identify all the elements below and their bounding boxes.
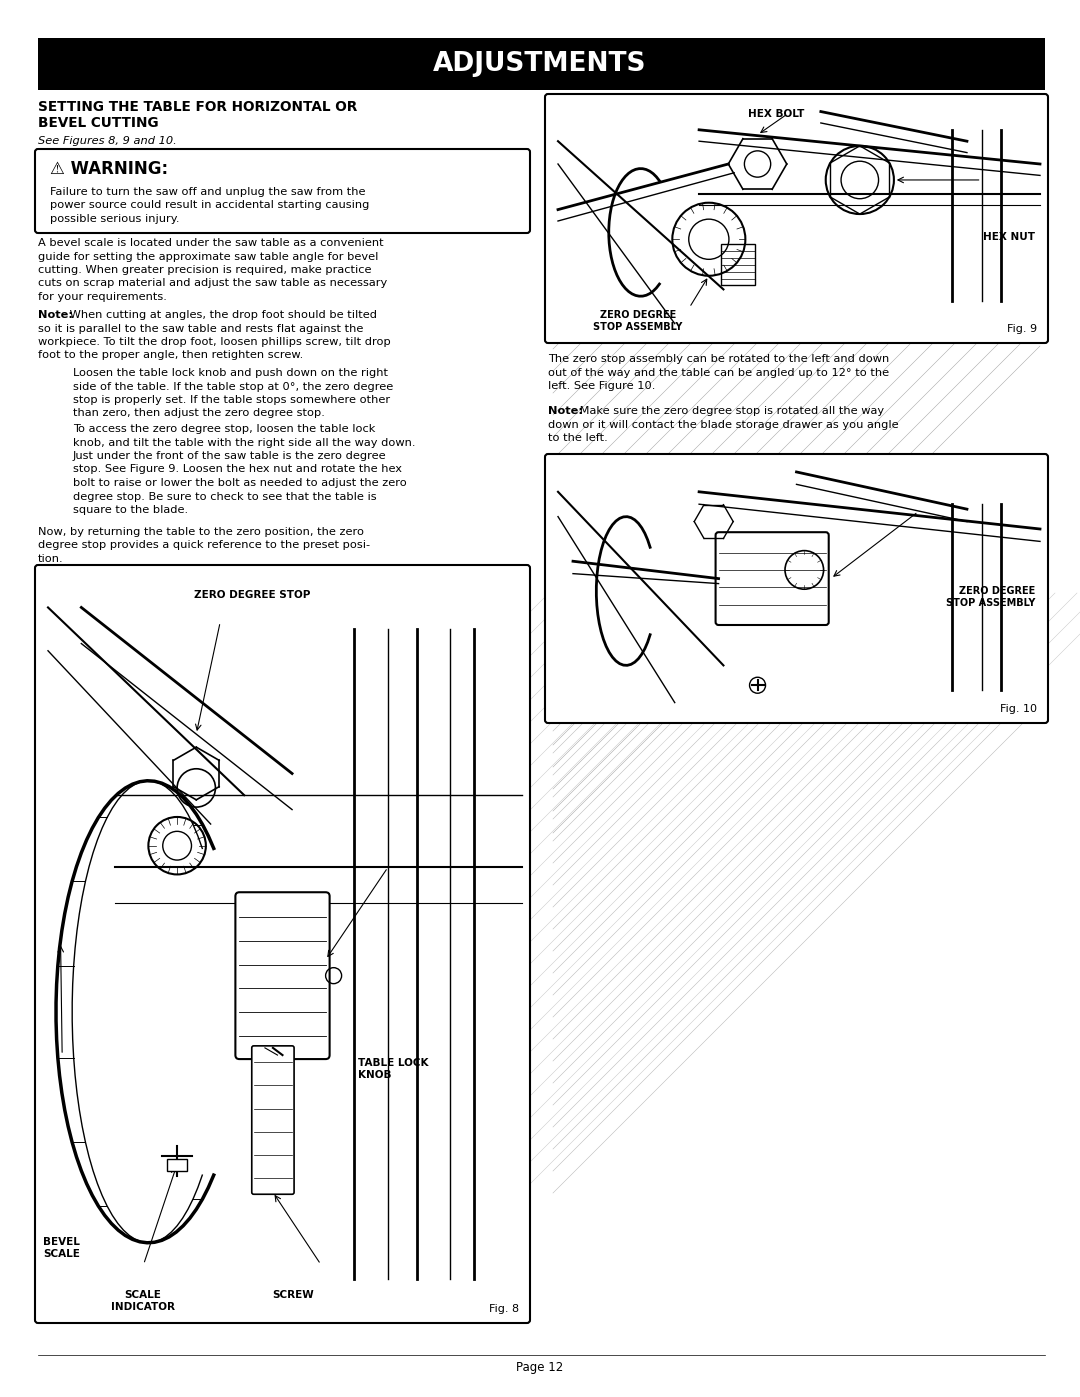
FancyBboxPatch shape <box>545 94 1048 344</box>
Text: stop is properly set. If the table stops somewhere other: stop is properly set. If the table stops… <box>73 395 390 405</box>
FancyBboxPatch shape <box>35 149 530 233</box>
Text: down or it will contact the blade storage drawer as you angle: down or it will contact the blade storag… <box>548 419 899 429</box>
Text: possible serious injury.: possible serious injury. <box>50 214 179 224</box>
FancyBboxPatch shape <box>252 1046 294 1194</box>
Bar <box>38 38 1045 89</box>
Text: for your requirements.: for your requirements. <box>38 292 167 302</box>
Text: Failure to turn the saw off and unplug the saw from the: Failure to turn the saw off and unplug t… <box>50 187 365 197</box>
Text: power source could result in accidental starting causing: power source could result in accidental … <box>50 201 369 211</box>
Text: Note:: Note: <box>38 310 73 320</box>
Text: A bevel scale is located under the saw table as a convenient: A bevel scale is located under the saw t… <box>38 237 383 249</box>
Text: foot to the proper angle, then retighten screw.: foot to the proper angle, then retighten… <box>38 351 303 360</box>
Text: stop. See Figure 9. Loosen the hex nut and rotate the hex: stop. See Figure 9. Loosen the hex nut a… <box>73 464 402 475</box>
Text: knob, and tilt the table with the right side all the way down.: knob, and tilt the table with the right … <box>73 437 416 447</box>
Text: HEX BOLT: HEX BOLT <box>748 109 805 119</box>
Text: Fig. 9: Fig. 9 <box>1007 324 1037 334</box>
Text: workpiece. To tilt the drop foot, loosen phillips screw, tilt drop: workpiece. To tilt the drop foot, loosen… <box>38 337 391 346</box>
Bar <box>167 1160 187 1171</box>
Text: ZERO DEGREE
STOP ASSEMBLY: ZERO DEGREE STOP ASSEMBLY <box>593 310 683 331</box>
Text: ADJUSTMENTS: ADJUSTMENTS <box>433 52 647 77</box>
Text: Fig. 8: Fig. 8 <box>489 1303 519 1315</box>
FancyBboxPatch shape <box>545 454 1048 724</box>
FancyBboxPatch shape <box>35 564 530 1323</box>
Text: to the left.: to the left. <box>548 433 608 443</box>
Text: See Figures 8, 9 and 10.: See Figures 8, 9 and 10. <box>38 136 177 147</box>
Text: Fig. 10: Fig. 10 <box>1000 704 1037 714</box>
Text: SCREW: SCREW <box>272 1289 314 1301</box>
Text: BEVEL CUTTING: BEVEL CUTTING <box>38 116 159 130</box>
Text: ZERO DEGREE
STOP ASSEMBLY: ZERO DEGREE STOP ASSEMBLY <box>946 587 1035 608</box>
Text: bolt to raise or lower the bolt as needed to adjust the zero: bolt to raise or lower the bolt as neede… <box>73 478 407 488</box>
Text: ZERO DEGREE STOP: ZERO DEGREE STOP <box>194 590 311 599</box>
Text: To access the zero degree stop, loosen the table lock: To access the zero degree stop, loosen t… <box>73 425 376 434</box>
Text: so it is parallel to the saw table and rests flat against the: so it is parallel to the saw table and r… <box>38 324 363 334</box>
Text: side of the table. If the table stop at 0°, the zero degree: side of the table. If the table stop at … <box>73 381 393 391</box>
Text: Make sure the zero degree stop is rotated all the way: Make sure the zero degree stop is rotate… <box>576 407 885 416</box>
Bar <box>721 244 755 285</box>
Text: Just under the front of the saw table is the zero degree: Just under the front of the saw table is… <box>73 451 387 461</box>
Text: HEX NUT: HEX NUT <box>983 232 1035 242</box>
Text: than zero, then adjust the zero degree stop.: than zero, then adjust the zero degree s… <box>73 408 325 419</box>
Text: out of the way and the table can be angled up to 12° to the: out of the way and the table can be angl… <box>548 367 889 377</box>
Text: cuts on scrap material and adjust the saw table as necessary: cuts on scrap material and adjust the sa… <box>38 278 388 289</box>
Text: Loosen the table lock knob and push down on the right: Loosen the table lock knob and push down… <box>73 367 388 379</box>
Text: SCALE
INDICATOR: SCALE INDICATOR <box>111 1289 175 1312</box>
Text: degree stop provides a quick reference to the preset posi-: degree stop provides a quick reference t… <box>38 541 370 550</box>
FancyBboxPatch shape <box>716 532 828 624</box>
Text: BEVEL
SCALE: BEVEL SCALE <box>43 1238 80 1259</box>
Text: ⚠ WARNING:: ⚠ WARNING: <box>50 161 168 177</box>
Text: degree stop. Be sure to check to see that the table is: degree stop. Be sure to check to see tha… <box>73 492 377 502</box>
Text: cutting. When greater precision is required, make practice: cutting. When greater precision is requi… <box>38 265 372 275</box>
Text: guide for setting the approximate saw table angle for bevel: guide for setting the approximate saw ta… <box>38 251 378 261</box>
Text: square to the blade.: square to the blade. <box>73 504 188 515</box>
Text: Page 12: Page 12 <box>516 1362 564 1375</box>
Text: Note:: Note: <box>548 407 583 416</box>
Text: left. See Figure 10.: left. See Figure 10. <box>548 381 656 391</box>
Text: tion.: tion. <box>38 555 64 564</box>
Text: When cutting at angles, the drop foot should be tilted: When cutting at angles, the drop foot sh… <box>66 310 377 320</box>
Text: TABLE LOCK
KNOB: TABLE LOCK KNOB <box>357 1058 429 1080</box>
FancyBboxPatch shape <box>235 893 329 1059</box>
Text: The zero stop assembly can be rotated to the left and down: The zero stop assembly can be rotated to… <box>548 353 889 365</box>
Text: Now, by returning the table to the zero position, the zero: Now, by returning the table to the zero … <box>38 527 364 536</box>
Text: SETTING THE TABLE FOR HORIZONTAL OR: SETTING THE TABLE FOR HORIZONTAL OR <box>38 101 357 115</box>
